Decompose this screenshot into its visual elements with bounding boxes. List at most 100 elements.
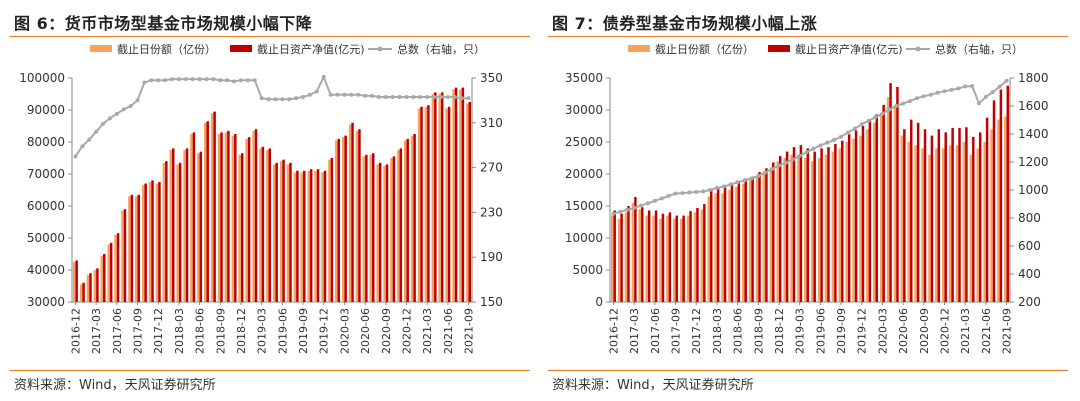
bar-shares <box>783 158 786 302</box>
bar-nav <box>668 212 672 302</box>
count-point <box>349 92 354 97</box>
bar-nav <box>792 147 796 302</box>
count-point <box>432 95 437 100</box>
count-point <box>639 203 644 208</box>
bar-shares <box>845 142 848 302</box>
count-point <box>942 89 947 94</box>
count-point <box>790 157 795 162</box>
bar-nav <box>716 186 720 302</box>
x-tick-label: 2017-03 <box>90 308 103 354</box>
count-point <box>259 96 264 101</box>
y-tick-label-right: 190 <box>480 250 503 264</box>
bar-nav <box>192 132 196 302</box>
bar-nav <box>468 102 472 302</box>
x-tick-label: 2019-09 <box>297 308 310 354</box>
bar-nav <box>109 242 113 302</box>
bar-shares <box>100 255 104 302</box>
bar-shares <box>417 108 421 303</box>
x-tick-label: 2021-06 <box>442 308 455 354</box>
bar-nav <box>144 183 147 302</box>
bar-shares <box>348 124 352 303</box>
bar-nav <box>413 134 416 302</box>
x-tick-label: 2019-03 <box>256 308 269 354</box>
bar-nav <box>854 130 858 302</box>
bar-nav <box>682 215 685 302</box>
bar-shares <box>797 154 800 302</box>
bar-shares <box>810 161 814 302</box>
bar-shares <box>893 106 897 302</box>
bar-nav <box>261 146 265 302</box>
bar-shares <box>86 274 90 302</box>
count-point <box>776 163 781 168</box>
count-point <box>183 77 188 82</box>
bar-shares <box>93 270 97 302</box>
bar-nav <box>778 156 782 302</box>
bar-nav <box>337 138 340 302</box>
bar-shares <box>638 209 642 302</box>
y-tick-label-right: 200 <box>1018 295 1041 309</box>
bar-nav <box>661 213 665 302</box>
bar-shares <box>114 234 117 302</box>
bar-shares <box>714 193 717 302</box>
x-tick-label: 2020-03 <box>338 308 351 354</box>
bar-shares <box>755 177 759 302</box>
bar-nav <box>137 194 140 302</box>
bar-nav <box>344 135 347 302</box>
count-point <box>218 78 223 83</box>
bar-shares <box>921 148 924 302</box>
count-point <box>452 95 457 100</box>
bar-shares <box>686 215 690 302</box>
bar-shares <box>197 153 200 302</box>
bar-nav <box>758 172 761 302</box>
count-point <box>990 90 995 94</box>
bar-shares <box>183 150 186 302</box>
legend-marker-count <box>377 46 383 52</box>
bar-nav <box>923 129 927 302</box>
y-tick-label-left: 90000 <box>27 103 65 117</box>
legend-label-nav: 截止日资产净值(亿元) <box>795 42 903 56</box>
bar-nav <box>172 148 175 302</box>
x-tick-label: 2021-09 <box>463 308 476 354</box>
x-tick-label: 2020-06 <box>897 308 910 354</box>
y-tick-label-right: 150 <box>480 295 503 309</box>
count-point <box>321 74 326 79</box>
count-point <box>618 209 623 214</box>
count-point <box>901 101 906 106</box>
count-point <box>404 95 409 100</box>
count-point <box>466 96 471 101</box>
bar-shares <box>928 154 931 302</box>
source-rule <box>548 370 1068 371</box>
bar-shares <box>259 148 262 302</box>
bar-shares <box>873 122 876 302</box>
bar-nav <box>282 159 285 302</box>
bar-nav <box>406 138 409 302</box>
count-point <box>156 78 161 83</box>
count-point <box>963 84 968 89</box>
y-tick-label-right: 400 <box>1018 267 1041 281</box>
bar-nav <box>978 132 982 302</box>
bar-shares <box>279 161 283 302</box>
count-point <box>866 118 871 123</box>
x-tick-label: 2018-03 <box>711 308 724 354</box>
bar-nav <box>151 180 154 302</box>
bar-shares <box>307 170 310 302</box>
x-tick-label: 2020-03 <box>876 308 889 354</box>
y-tick-label-left: 5000 <box>572 263 603 277</box>
y-tick-label-left: 10000 <box>565 231 603 245</box>
bar-shares <box>748 180 752 302</box>
count-point <box>625 207 630 212</box>
bar-nav <box>227 130 230 302</box>
count-point <box>983 94 988 99</box>
y-tick-label-right: 310 <box>480 116 503 130</box>
count-point <box>763 170 768 175</box>
count-point <box>935 90 940 95</box>
source-note: 资料来源：Wind，天风证券研究所 <box>552 378 754 393</box>
count-point <box>163 78 168 83</box>
count-point <box>121 107 126 112</box>
x-tick-label: 2020-12 <box>400 308 413 354</box>
bar-shares <box>148 182 152 302</box>
bar-shares <box>707 196 710 302</box>
count-point <box>921 94 926 99</box>
bar-shares <box>293 172 297 302</box>
bar-shares <box>1004 116 1007 303</box>
